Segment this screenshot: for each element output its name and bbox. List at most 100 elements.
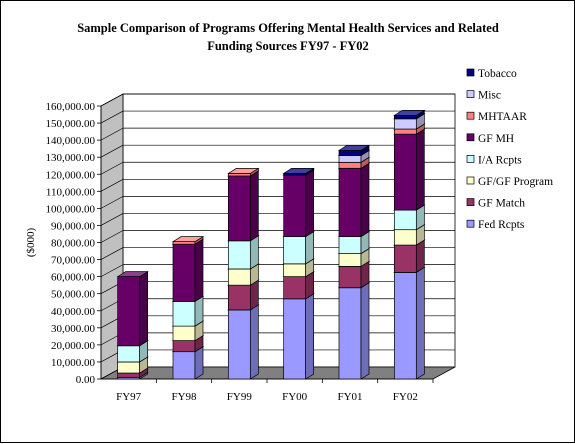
bar-segment xyxy=(283,298,307,380)
bar-segment-side xyxy=(249,304,259,380)
bar-segment xyxy=(393,244,417,273)
legend-label: GF Match xyxy=(478,198,525,210)
bar-segment xyxy=(283,174,307,237)
bar-segment xyxy=(117,372,141,378)
y-tick-label: 80,000.00 xyxy=(51,238,96,250)
gridline-side xyxy=(100,161,124,175)
legend-swatch xyxy=(466,111,475,120)
y-tick-label: 10,000.00 xyxy=(51,357,96,369)
bar-segment xyxy=(283,263,307,277)
gridline-side xyxy=(100,230,124,243)
x-tick-label: FY97 xyxy=(116,391,142,403)
bar-segment xyxy=(227,268,251,286)
bar-segment xyxy=(227,175,251,242)
bar-segment xyxy=(117,345,141,363)
bar-segment-top xyxy=(393,110,426,116)
x-tick-label: FY00 xyxy=(282,391,308,403)
y-tick-label: 150,000.00 xyxy=(46,118,96,130)
gridline-side xyxy=(100,196,124,209)
legend-swatch xyxy=(466,133,475,142)
bar-segment-side xyxy=(249,170,259,242)
y-tick-label: 130,000.00 xyxy=(46,152,96,164)
bar-segment xyxy=(338,266,362,289)
bar-segment xyxy=(393,133,417,211)
y-tick-label: 110,000.00 xyxy=(46,186,96,198)
bar-segment-side xyxy=(139,270,149,347)
y-tick-label: 160,000.00 xyxy=(46,101,96,113)
legend-label: Tobacco xyxy=(478,68,517,80)
bar-segment-side xyxy=(305,169,315,238)
bar-segment xyxy=(172,325,196,341)
legend-swatch xyxy=(466,176,475,185)
gridline-side xyxy=(100,144,124,158)
legend-swatch xyxy=(466,68,475,77)
legend-label: GF MH xyxy=(478,133,514,145)
x-tick-label: FY98 xyxy=(171,391,197,403)
legend-label: MHTAAR xyxy=(478,111,527,123)
gridline-side xyxy=(100,213,124,226)
bar-segment xyxy=(338,236,362,254)
legend-swatch xyxy=(466,155,475,163)
bar-segment-side xyxy=(194,346,204,380)
y-tick-label: 0.00 xyxy=(76,374,96,386)
bar-segment xyxy=(338,167,362,237)
legend: Tobacco Misc MHTAAR GF MH I/A Rcpts GF/GF Pro… xyxy=(466,68,553,231)
y-tick-label: 30,000.00 xyxy=(51,323,96,335)
y-tick-label: 90,000.00 xyxy=(51,220,96,232)
chart-title-line-1: Sample Comparison of Programs Offering M… xyxy=(77,21,499,35)
gridline-side xyxy=(100,247,124,260)
bar-segment xyxy=(283,276,307,300)
x-axis-ticks: FY97 FY98 FY99 FY00 FY01 FY02 xyxy=(101,378,434,403)
y-tick-label: 140,000.00 xyxy=(46,135,96,147)
legend-label: I/A Rcpts xyxy=(478,154,522,166)
legend-swatch xyxy=(466,198,475,206)
bar-segment-top xyxy=(282,168,315,174)
bar-segment xyxy=(172,243,196,302)
gridline-side xyxy=(100,264,124,277)
x-tick-label: FY99 xyxy=(227,391,253,403)
bar-segment xyxy=(393,115,417,120)
x-tick-label: FY01 xyxy=(337,391,362,403)
bar-segment-side xyxy=(360,162,370,238)
gridline-side xyxy=(100,127,124,141)
bar-segment-side xyxy=(415,266,425,380)
bar-segment xyxy=(338,161,362,169)
bar-segment-top xyxy=(337,145,371,151)
legend-label: Fed Rcpts xyxy=(478,219,525,231)
bar-segment xyxy=(393,118,417,130)
bar-segment xyxy=(338,155,362,163)
bar-segment xyxy=(117,276,141,347)
y-tick-label: 40,000.00 xyxy=(51,306,96,318)
bar-segment xyxy=(338,150,362,156)
bar-segment-side xyxy=(305,293,315,380)
bar-segment xyxy=(227,284,251,311)
y-axis-label: ($000) xyxy=(25,228,37,258)
bar-segment-side xyxy=(415,128,425,211)
bar-segment-top xyxy=(171,236,205,242)
y-tick-label: 20,000.00 xyxy=(51,340,96,352)
legend-swatch xyxy=(466,219,475,228)
bar-segment xyxy=(172,351,196,380)
gridline-side xyxy=(100,179,124,192)
bar-segment xyxy=(393,128,417,135)
bar-segment xyxy=(393,209,417,231)
legend-label: GF/GF Program xyxy=(478,176,553,188)
bar-segment-side xyxy=(194,238,204,302)
bar-segment-side xyxy=(415,239,425,273)
bar-segment-side xyxy=(249,235,259,270)
bar-segment xyxy=(338,287,362,380)
gridline-side xyxy=(100,110,124,124)
bar-segment-top xyxy=(227,168,260,174)
legend-swatch xyxy=(466,90,475,98)
bar-segment xyxy=(172,340,196,353)
y-tick-label: 60,000.00 xyxy=(51,272,96,284)
bar-segment xyxy=(117,361,141,374)
bar-segment xyxy=(172,301,196,327)
bar-segment xyxy=(227,240,251,270)
bar-segment xyxy=(227,173,251,177)
y-tick-label: 120,000.00 xyxy=(46,169,96,181)
bar-segment xyxy=(393,229,417,246)
bar-segment-side xyxy=(360,282,370,380)
